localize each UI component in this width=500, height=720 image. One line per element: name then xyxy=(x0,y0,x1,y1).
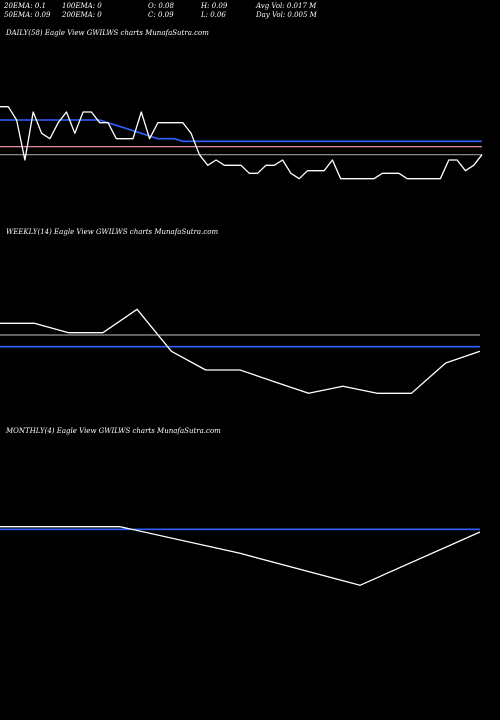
daily-chart xyxy=(0,106,483,180)
price-line xyxy=(0,308,481,394)
stat-50ema: 50EMA: 0.09 xyxy=(4,11,51,19)
stat-low: L: 0.06 xyxy=(201,11,226,19)
price-line xyxy=(0,106,483,180)
stat-100ema: 100EMA: 0 xyxy=(62,2,102,10)
stat-20ema: 20EMA: 0.1 xyxy=(4,2,46,10)
price-line xyxy=(0,526,481,586)
stats-header: 20EMA: 0.1 100EMA: 0 O: 0.08 H: 0.09 Avg… xyxy=(0,0,500,22)
stat-200ema: 200EMA: 0 xyxy=(62,11,102,19)
stat-high: H: 0.09 xyxy=(201,2,228,10)
stat-close: C: 0.09 xyxy=(148,11,174,19)
daily-chart-label: DAILY(58) Eagle View GWILWS charts Munaf… xyxy=(6,29,209,37)
stat-open: O: 0.08 xyxy=(148,2,174,10)
stat-avg-vol: Avg Vol: 0.017 M xyxy=(256,2,317,10)
ema-blue-line xyxy=(0,119,482,143)
monthly-chart-label: MONTHLY(4) Eagle View GWILWS charts Muna… xyxy=(6,427,221,435)
weekly-chart xyxy=(0,308,481,394)
stat-day-vol: Day Vol: 0.005 M xyxy=(256,11,317,19)
monthly-chart xyxy=(0,526,481,586)
weekly-chart-label: WEEKLY(14) Eagle View GWILWS charts Muna… xyxy=(6,228,219,236)
